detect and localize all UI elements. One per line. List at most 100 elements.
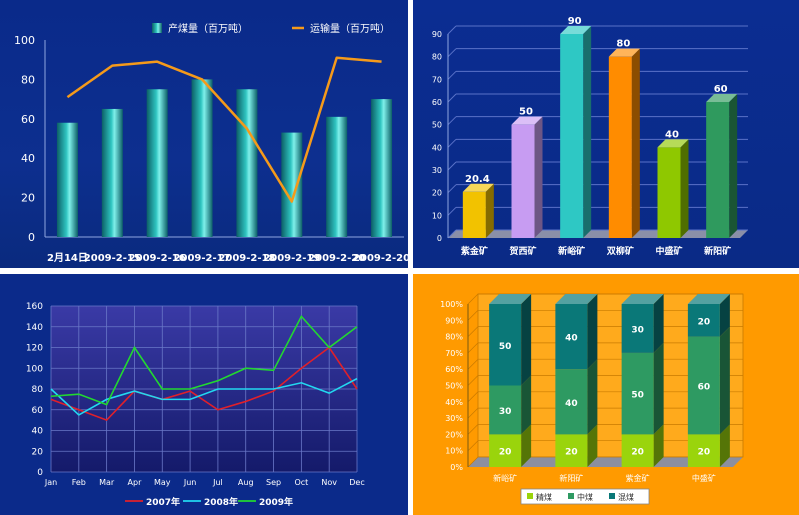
bar-segment-side (521, 294, 532, 386)
bar-segment-1 (555, 369, 588, 435)
grid-line-depth (447, 93, 457, 103)
bar-side (631, 48, 640, 238)
segment-label: 30 (499, 407, 512, 417)
x-tick-label: 双柳矿 (607, 245, 634, 257)
x-tick-label: 2009-2-18 (218, 253, 275, 264)
series-line-2 (50, 314, 358, 406)
bar-top (511, 116, 543, 125)
y-tick-label: 10 (432, 211, 442, 220)
y-tick-label: 40 (21, 152, 35, 165)
x-tick-label: 2009-2-20 (353, 253, 408, 264)
y-tick-label: 90% (445, 316, 463, 325)
y-tick-label: 0 (37, 468, 43, 478)
y-tick-label: 0 (437, 234, 442, 243)
x-tick-label: 紫金矿 (626, 473, 650, 483)
segment-label: 50 (631, 391, 644, 401)
bar-top (687, 294, 730, 304)
segment-label: 60 (698, 383, 711, 393)
bar-segment-side (587, 424, 598, 467)
data-label: 40 (665, 129, 679, 140)
x-tick-label: May (154, 478, 171, 487)
series-line-0 (50, 346, 358, 422)
production-bar (101, 108, 123, 237)
bar-segment-side (653, 424, 664, 467)
y-tick-label: 70 (432, 75, 442, 84)
mine-output-bar (511, 124, 535, 238)
chart-mine-output: 20.4 50 90 80 40 60 0 10 20 30 40 50 60 70 80 90 紫金矿 贺西… (432, 16, 748, 257)
bar-segment-side (521, 375, 532, 435)
legend-label: 混煤 (618, 492, 634, 502)
bar-segment-0 (621, 434, 654, 467)
production-bar (56, 122, 78, 237)
bar-segment-side (521, 424, 532, 467)
series-line-1 (50, 377, 358, 416)
x-tick-label: 新峪矿 (558, 245, 585, 257)
segment-label: 20 (698, 317, 711, 327)
production-bar (146, 89, 168, 237)
y-tick-label: 0 (28, 231, 35, 244)
y-tick-label: 60 (32, 406, 44, 416)
y-tick-label: 120 (26, 344, 43, 354)
x-tick-label: Oct (294, 478, 308, 487)
x-tick-label: Feb (72, 478, 86, 487)
legend-swatch (568, 493, 574, 499)
grid-line-depth (447, 25, 457, 35)
chart-coal-composition: 20 30 50 20 40 40 20 50 30 20 60 20 0% 10% 20% 30% 40% 5… (440, 293, 744, 505)
y-tick-label: 80 (432, 53, 442, 62)
y-tick-label: 30 (432, 166, 442, 175)
legend-label-transport: 运输量（百万吨） (310, 22, 390, 35)
legend-box (520, 488, 650, 505)
mine-output-bar (706, 102, 730, 238)
bar-side (534, 116, 543, 238)
y-tick-label: 70% (445, 349, 463, 358)
y-tick-label: 50 (432, 121, 442, 130)
x-tick-label: 紫金矿 (461, 245, 488, 257)
grid-line-depth (467, 342, 479, 354)
segment-label: 20 (698, 448, 711, 458)
y-tick-label: 20 (21, 192, 35, 205)
floor-plane (448, 230, 748, 238)
x-tick-label: 中盛矿 (655, 245, 682, 257)
y-tick-label: 100% (440, 300, 463, 309)
x-tick-label: 2009-2-17 (174, 253, 231, 264)
grid-line-depth (467, 424, 479, 435)
x-tick-label: Dec (349, 478, 364, 487)
bar-segment-1 (687, 336, 720, 435)
y-tick-label: 30% (445, 414, 463, 423)
legend-label: 2008年 (204, 496, 238, 508)
grid-line-depth (447, 229, 457, 239)
x-tick-label: 2009-2-20 (308, 253, 365, 264)
x-tick-label: 新峪矿 (493, 473, 517, 483)
grid-line-depth (467, 375, 479, 386)
x-tick-label: Jan (44, 478, 57, 487)
bar-segment-side (653, 294, 664, 353)
chart-panel-production-transport: 0 20 40 60 80 100 2月14日 2009-2-15 2009-2-16 2009… (0, 0, 408, 268)
grid-line-depth (467, 456, 479, 468)
y-tick-label: 10% (445, 447, 463, 456)
y-tick-label: 40 (32, 427, 44, 437)
grid-line-depth (447, 116, 457, 126)
x-tick-label: Jul (212, 478, 223, 487)
bar-side (680, 139, 689, 238)
x-tick-label: 贺西矿 (508, 245, 536, 257)
bar-side (583, 26, 592, 238)
legend-swatch-production (152, 23, 162, 33)
x-tick-label: Mar (99, 478, 115, 487)
bar-segment-2 (621, 304, 654, 353)
y-tick-label: 160 (26, 302, 43, 312)
bar-top (560, 26, 592, 34)
production-bar (191, 79, 213, 238)
y-tick-label: 100 (26, 364, 43, 374)
y-tick-label: 60% (445, 365, 463, 374)
grid-line-depth (447, 48, 457, 58)
bar-top (608, 48, 640, 57)
production-bar (371, 99, 393, 237)
x-tick-label: 2009-2-15 (84, 253, 141, 264)
bar-segment-2 (687, 304, 720, 337)
x-tick-label: Jun (183, 478, 197, 487)
data-label: 80 (616, 39, 630, 50)
legend-label-production: 产煤量（百万吨） (168, 22, 248, 35)
production-bar (281, 132, 303, 237)
x-tick-label: 新阳矿 (559, 473, 583, 483)
x-tick-label: Sep (266, 478, 281, 487)
